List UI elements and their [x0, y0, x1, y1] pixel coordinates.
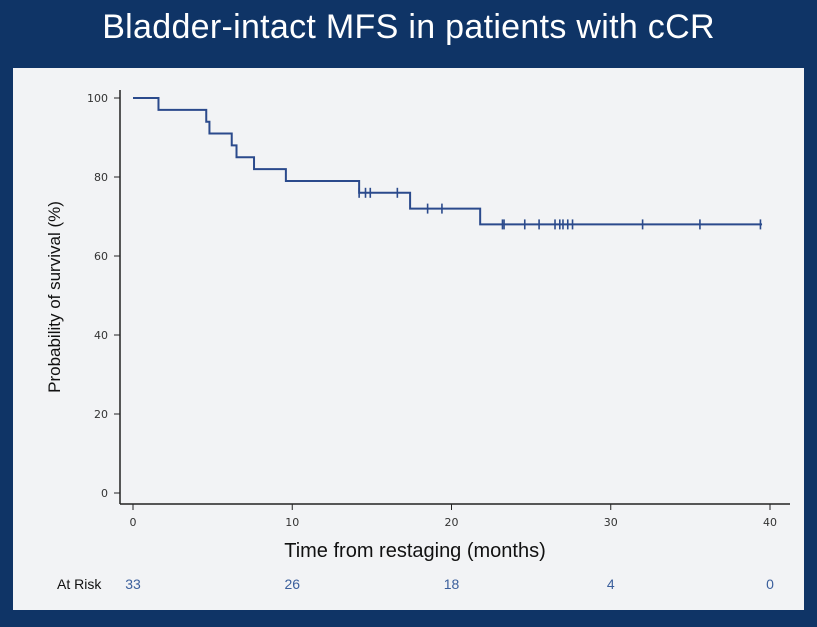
- at-risk-count: 18: [444, 576, 460, 592]
- at-risk-count: 0: [766, 576, 774, 592]
- x-tick-label: 10: [285, 516, 299, 529]
- survival-curve: [133, 97, 763, 226]
- chart-axes: [119, 90, 790, 505]
- y-tick-label: 0: [101, 487, 108, 500]
- at-risk-counts: 33 26 18 4 0: [125, 576, 774, 592]
- x-tick-label: 20: [445, 516, 459, 529]
- at-risk-count: 4: [607, 576, 615, 592]
- x-ticks: 0 10 20 30 40: [130, 504, 777, 529]
- at-risk-count: 33: [125, 576, 141, 592]
- y-tick-label: 60: [94, 250, 108, 263]
- at-risk-count: 26: [284, 576, 300, 592]
- x-axis-title: Time from restaging (months): [284, 540, 546, 562]
- slide-title: Bladder-intact MFS in patients with cCR: [102, 8, 715, 46]
- y-axis-title: Probability of survival (%): [45, 201, 64, 393]
- x-tick-label: 40: [763, 516, 777, 529]
- y-tick-label: 20: [94, 408, 108, 421]
- y-ticks: 0 20 40 60 80 100: [87, 92, 120, 500]
- y-tick-label: 100: [87, 92, 108, 105]
- y-tick-label: 80: [94, 171, 108, 184]
- chart-panel: [13, 68, 804, 610]
- y-tick-label: 40: [94, 329, 108, 342]
- x-tick-label: 30: [604, 516, 618, 529]
- censor-marks: [358, 187, 762, 230]
- x-tick-label: 0: [130, 516, 137, 529]
- at-risk-label: At Risk: [57, 576, 102, 592]
